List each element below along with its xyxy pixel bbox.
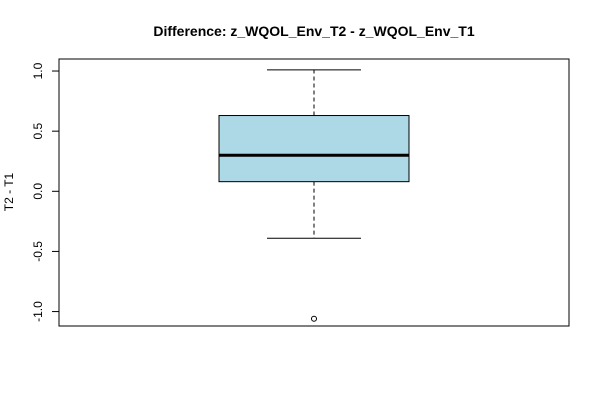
chart-title: Difference: z_WQOL_Env_T2 - z_WQOL_Env_T… [153,23,475,39]
y-tick-label: 1.0 [31,62,45,79]
iqr-box [218,115,410,183]
y-tick-label: -1.0 [31,301,45,322]
y-axis-label: T2 - T1 [2,172,16,211]
y-tick-label: 0.5 [31,122,45,139]
y-tick-label: -0.5 [31,241,45,262]
y-tick-label: 0.0 [31,183,45,200]
box-group [218,69,410,322]
y-ticks: 1.0 0.5 0.0 -0.5 -1.0 [31,62,59,322]
outlier-point [311,315,317,322]
